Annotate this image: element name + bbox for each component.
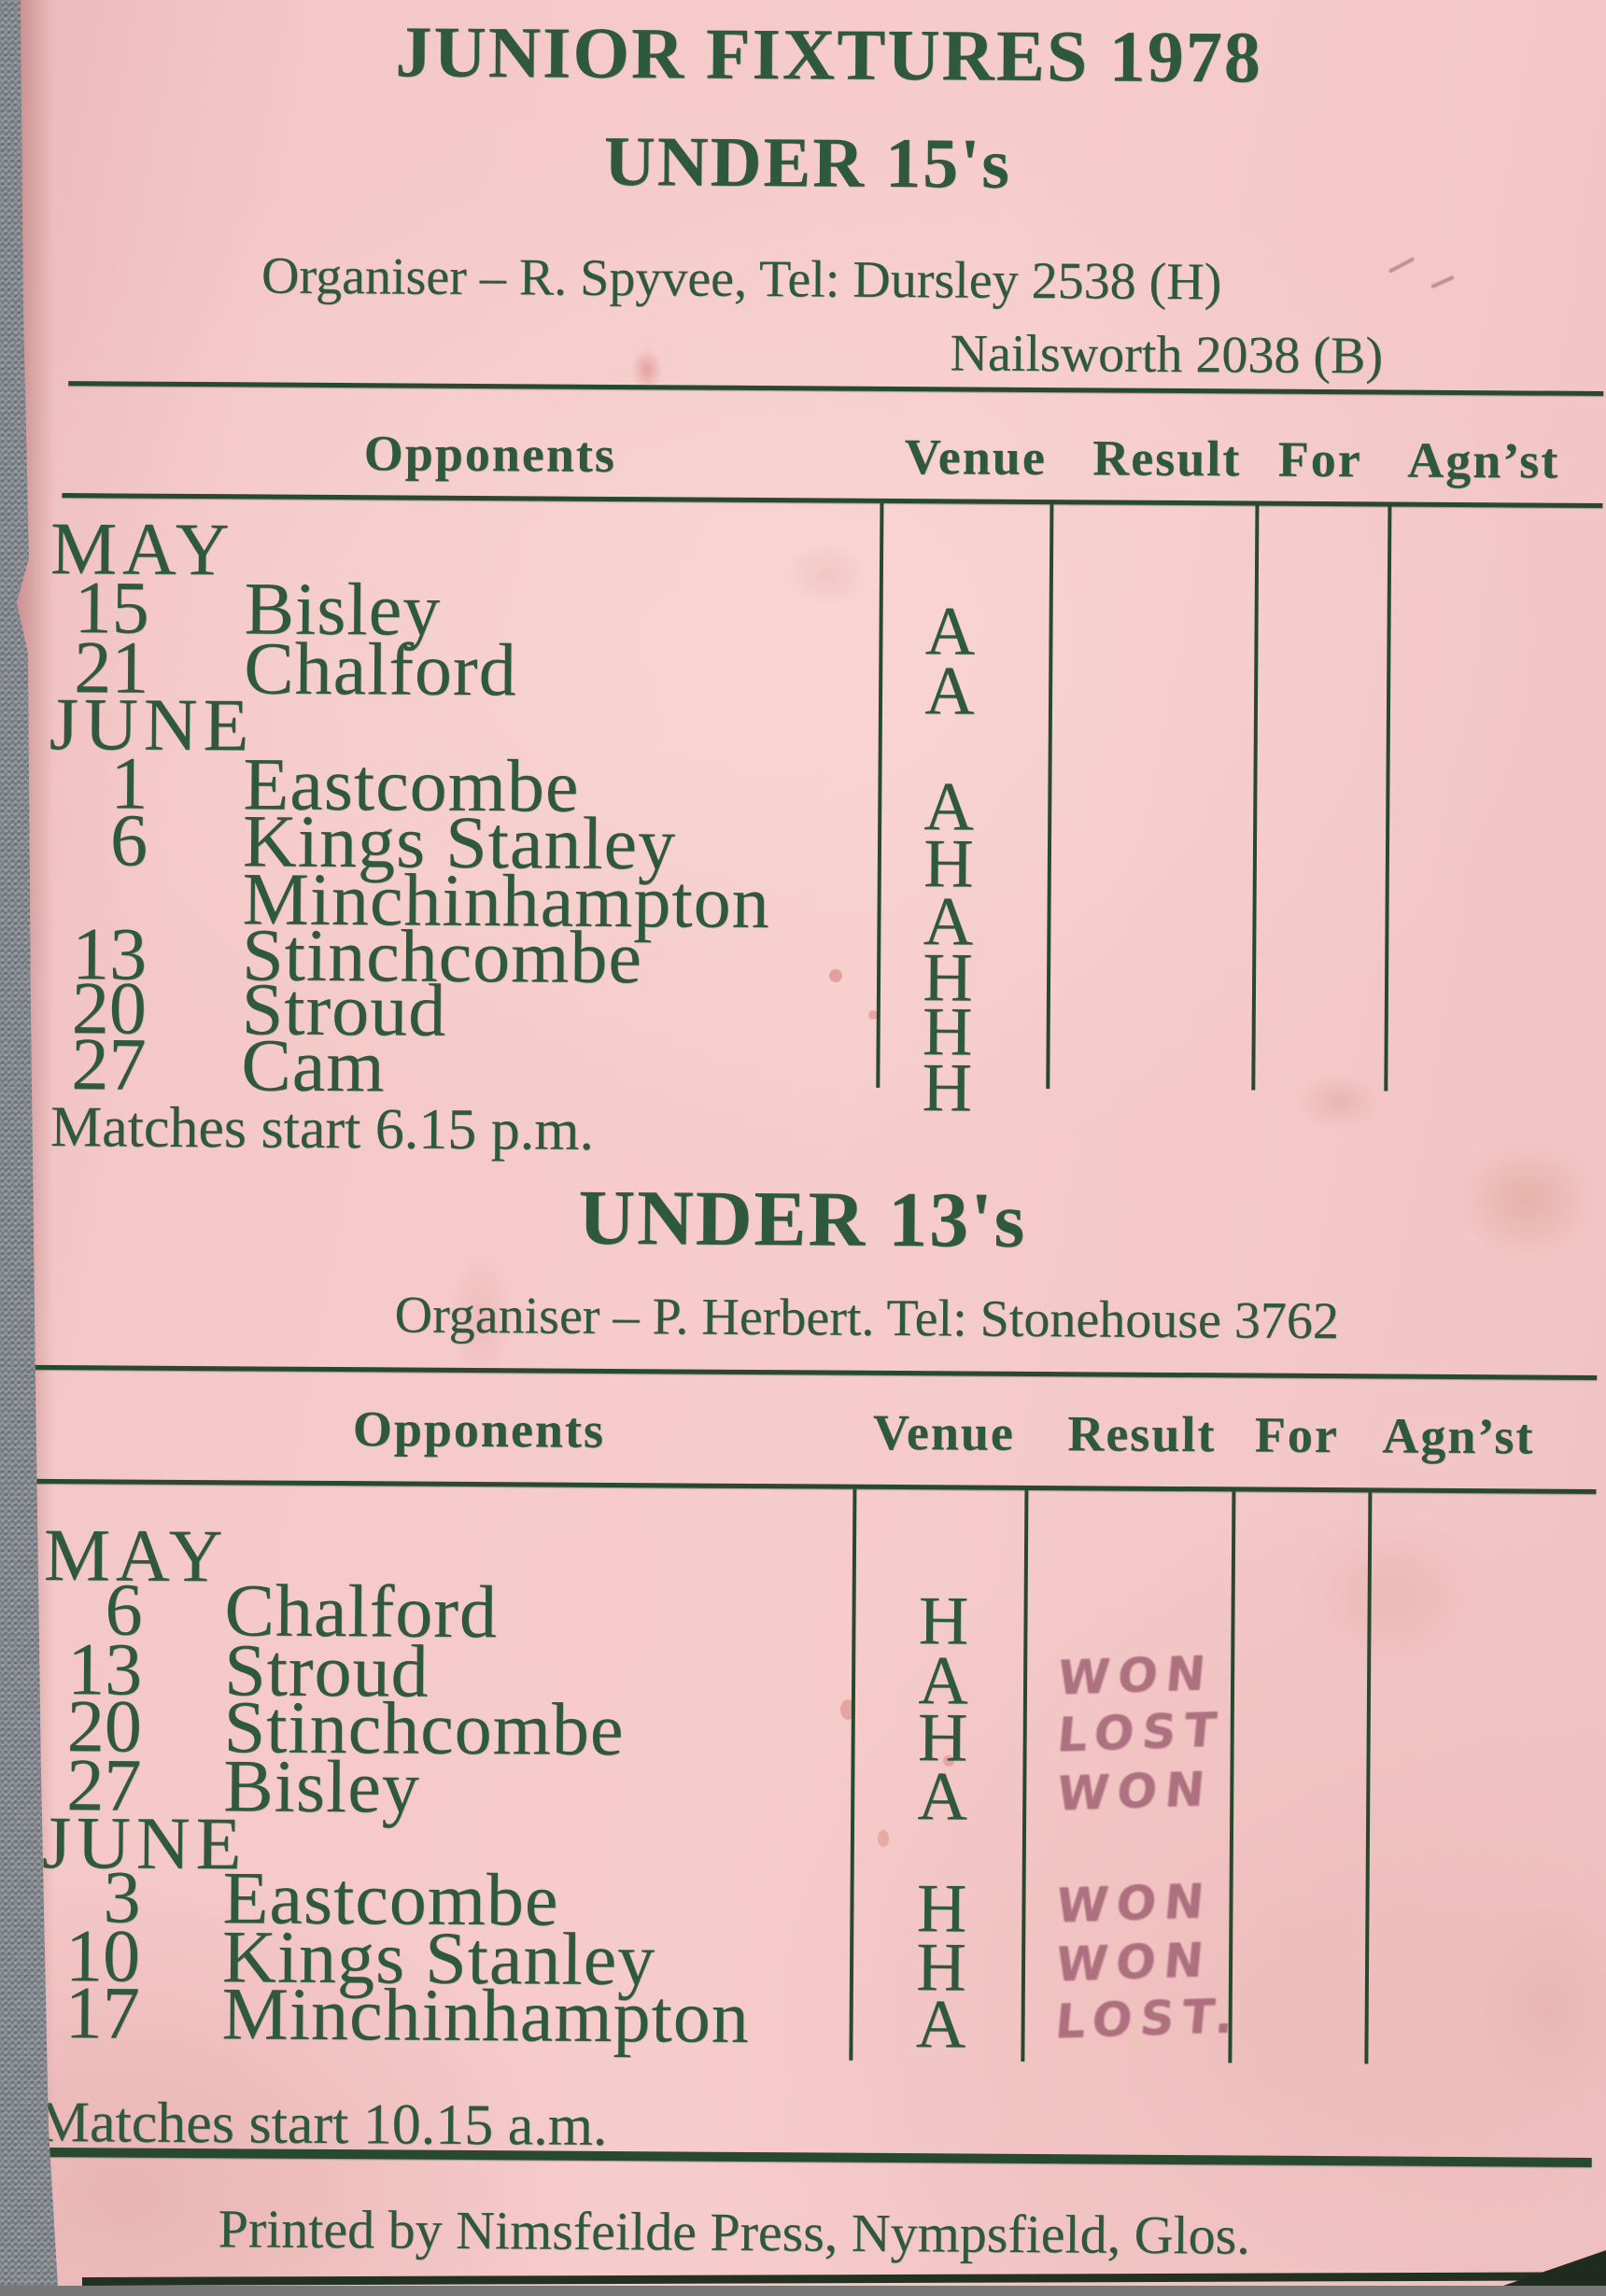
rule bbox=[62, 493, 1603, 508]
opponent-cell: Cam bbox=[241, 1024, 386, 1108]
date-cell: 27 bbox=[71, 1023, 147, 1106]
result-handwritten bbox=[1059, 1587, 1302, 1595]
header-result: Result bbox=[1067, 1405, 1217, 1463]
header-opponents: Opponents bbox=[352, 1401, 606, 1458]
under15-organiser-line1: Organiser – R. Spyvee, Tel: Dursley 2538… bbox=[261, 247, 1222, 312]
header-for: For bbox=[1254, 1406, 1340, 1464]
under15-organiser-line2: Nailsworth 2038 (B) bbox=[950, 324, 1384, 386]
rule bbox=[27, 1478, 1597, 1494]
rule bbox=[28, 1364, 1598, 1380]
header-agnst: Agn’st bbox=[1382, 1407, 1535, 1465]
fixture-row: 27 Cam H bbox=[17, 1023, 1599, 1126]
result-handwritten: LOST. bbox=[1053, 1988, 1245, 2049]
printer-credit: Printed by Nimsfeilde Press, Nympsfield,… bbox=[218, 2198, 1250, 2266]
header-agnst: Agn’st bbox=[1407, 431, 1560, 489]
header-for: For bbox=[1277, 430, 1362, 488]
venue-cell: H bbox=[922, 1049, 973, 1127]
page-title: JUNIOR FIXTURES 1978 bbox=[395, 10, 1263, 98]
header-result: Result bbox=[1092, 430, 1242, 487]
result-handwritten: WON bbox=[1054, 1761, 1216, 1822]
date-cell: 17 bbox=[64, 1972, 140, 2055]
result-handwritten: LOST bbox=[1055, 1702, 1228, 1763]
footer-rule bbox=[34, 2147, 1592, 2167]
venue-cell: A bbox=[915, 1986, 966, 2064]
fixture-row: 17 Minchinhampton A LOST. bbox=[17, 1972, 1593, 2063]
under13-organiser-line1: Organiser – P. Herbert. Tel: Stonehouse … bbox=[394, 1286, 1340, 1351]
date-cell bbox=[43, 861, 148, 862]
opponent-cell: Minchinhampton bbox=[221, 1973, 751, 2059]
under15-kickoff-note: Matches start 6.15 p.m. bbox=[49, 1094, 595, 1162]
under13-title: UNDER 13's bbox=[578, 1174, 1027, 1264]
under15-title: UNDER 15's bbox=[603, 121, 1012, 204]
header-venue: Venue bbox=[872, 1403, 1016, 1461]
header-opponents: Opponents bbox=[363, 425, 617, 483]
result-handwritten: WON bbox=[1053, 1932, 1215, 1993]
result-handwritten: WON bbox=[1053, 1873, 1215, 1934]
header-venue: Venue bbox=[904, 429, 1047, 486]
result-handwritten: WON bbox=[1055, 1645, 1217, 1706]
